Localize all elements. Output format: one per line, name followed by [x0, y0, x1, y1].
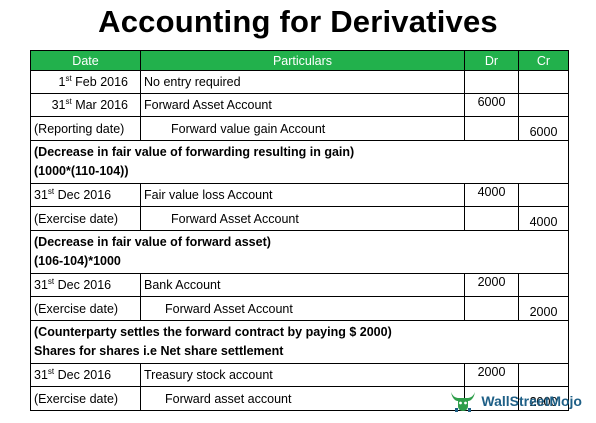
cr-cell: 2000 — [518, 386, 569, 411]
header-cr: Cr — [518, 50, 569, 71]
particulars-cell: Forward asset account — [140, 386, 465, 411]
date-day: 31 — [34, 188, 48, 202]
note-line-1: (Decrease in fair value of forward asset… — [34, 235, 271, 249]
date-rest: Dec 2016 — [54, 368, 112, 382]
journal-table: Date Particulars Dr Cr 1st Feb 2016 No e… — [30, 50, 569, 411]
table-row: 31st Dec 2016 Fair value loss Account 40… — [30, 183, 569, 207]
date-cell: (Exercise date) — [30, 206, 141, 231]
table-row: (Exercise date) Forward asset account 20… — [30, 386, 569, 411]
date-cell: (Exercise date) — [30, 386, 141, 411]
table-row: 31st Mar 2016 Forward Asset Account 6000 — [30, 93, 569, 117]
date-cell: 31st Dec 2016 — [30, 273, 141, 297]
note-line-1: (Decrease in fair value of forwarding re… — [34, 145, 355, 159]
date-cell: 31st Mar 2016 — [30, 93, 141, 117]
note-line-1: (Counterparty settles the forward contra… — [34, 325, 392, 339]
cr-cell — [518, 93, 569, 117]
logo-text: WallStreetMojo — [481, 393, 582, 409]
page-title: Accounting for Derivatives — [98, 4, 498, 39]
dr-cell — [464, 386, 519, 411]
note-row: (Counterparty settles the forward contra… — [30, 320, 569, 364]
dr-cell: 2000 — [464, 273, 519, 297]
particulars-cell: Forward Asset Account — [140, 93, 465, 117]
date-cell: 31st Dec 2016 — [30, 183, 141, 207]
date-rest: Dec 2016 — [54, 188, 112, 202]
cr-cell: 6000 — [518, 116, 569, 141]
note-row: (Decrease in fair value of forwarding re… — [30, 140, 569, 184]
note-line-2: (106-104)*1000 — [34, 254, 121, 268]
date-rest: Feb 2016 — [71, 75, 128, 89]
dr-cell — [464, 296, 519, 321]
date-day: 1 — [58, 75, 66, 89]
particulars-cell: Forward value gain Account — [140, 116, 465, 141]
dr-cell: 2000 — [464, 363, 519, 387]
particulars-cell: No entry required — [140, 70, 465, 94]
cr-cell — [518, 273, 569, 297]
date-day: 31 — [34, 278, 48, 292]
note-line-2: (1000*(110-104)) — [34, 164, 129, 178]
table-row: (Exercise date) Forward Asset Account 40… — [30, 206, 569, 231]
cr-cell — [518, 70, 569, 94]
date-cell: (Exercise date) — [30, 296, 141, 321]
particulars-cell: Treasury stock account — [140, 363, 465, 387]
note-line-2: Shares for shares i.e Net share settleme… — [34, 344, 284, 358]
header-date: Date — [30, 50, 141, 71]
dr-cell: 4000 — [464, 183, 519, 207]
table-row: 31st Dec 2016 Bank Account 2000 — [30, 273, 569, 297]
particulars-cell: Forward Asset Account — [140, 296, 465, 321]
dr-cell: 6000 — [464, 93, 519, 117]
date-cell: 1st Feb 2016 — [30, 70, 141, 94]
date-day: 31 — [51, 98, 66, 112]
header-dr: Dr — [464, 50, 519, 71]
dr-cell — [464, 206, 519, 231]
table-row: 31st Dec 2016 Treasury stock account 200… — [30, 363, 569, 387]
date-suffix: st — [47, 276, 55, 286]
date-cell: (Reporting date) — [30, 116, 141, 141]
date-day: 31 — [34, 368, 48, 382]
table-row: 1st Feb 2016 No entry required — [30, 70, 569, 94]
note-cell: (Counterparty settles the forward contra… — [30, 320, 569, 364]
note-cell: (Decrease in fair value of forwarding re… — [30, 140, 569, 184]
date-cell: 31st Dec 2016 — [30, 363, 141, 387]
particulars-cell: Fair value loss Account — [140, 183, 465, 207]
dr-cell — [464, 116, 519, 141]
particulars-cell: Forward Asset Account — [140, 206, 465, 231]
particulars-cell: Bank Account — [140, 273, 465, 297]
note-row: (Decrease in fair value of forward asset… — [30, 230, 569, 274]
wallstreetmojo-logo: WallStreetMojo — [449, 389, 582, 413]
bull-icon — [451, 392, 476, 412]
date-suffix: st — [65, 96, 72, 106]
date-rest: Dec 2016 — [54, 278, 112, 292]
date-suffix: st — [47, 186, 55, 196]
cr-cell: 2000 — [518, 296, 569, 321]
dr-cell — [464, 70, 519, 94]
date-suffix: st — [47, 366, 55, 376]
header-particulars: Particulars — [140, 50, 465, 71]
table-header-row: Date Particulars Dr Cr — [30, 50, 569, 71]
date-rest: Mar 2016 — [71, 98, 128, 112]
date-suffix: st — [65, 73, 72, 83]
table-row: (Reporting date) Forward value gain Acco… — [30, 116, 569, 141]
cr-cell: 4000 — [518, 206, 569, 231]
cr-cell — [518, 363, 569, 387]
table-row: (Exercise date) Forward Asset Account 20… — [30, 296, 569, 321]
cr-cell — [518, 183, 569, 207]
note-cell: (Decrease in fair value of forward asset… — [30, 230, 569, 274]
